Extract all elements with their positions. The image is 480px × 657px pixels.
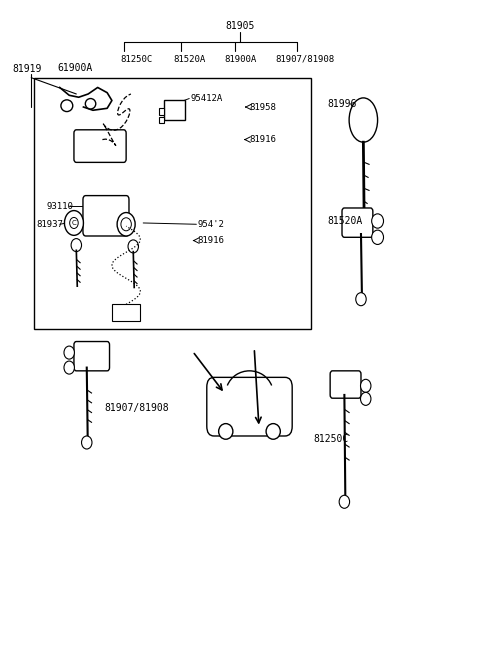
Text: 81900A: 81900A (225, 55, 257, 64)
Text: 81520A: 81520A (328, 216, 363, 226)
Text: 81919: 81919 (12, 64, 42, 74)
Text: 95412A: 95412A (190, 94, 222, 103)
FancyBboxPatch shape (330, 371, 361, 398)
Text: C: C (72, 220, 76, 226)
Ellipse shape (360, 379, 371, 392)
Text: 81958: 81958 (250, 102, 276, 112)
Bar (159, 108, 164, 115)
Ellipse shape (121, 217, 132, 231)
Ellipse shape (266, 424, 280, 440)
Text: 81916: 81916 (250, 135, 276, 144)
FancyBboxPatch shape (342, 208, 373, 237)
Bar (112, 304, 140, 321)
Bar (159, 117, 164, 124)
Ellipse shape (70, 217, 78, 229)
FancyBboxPatch shape (83, 196, 129, 236)
Ellipse shape (128, 240, 138, 253)
Ellipse shape (71, 238, 82, 252)
Text: 81250C: 81250C (313, 434, 349, 444)
Ellipse shape (356, 292, 366, 306)
Text: 954'2: 954'2 (197, 220, 224, 229)
Bar (164, 101, 185, 120)
Ellipse shape (117, 213, 135, 236)
Ellipse shape (360, 392, 371, 405)
Ellipse shape (372, 230, 384, 244)
Ellipse shape (64, 346, 74, 359)
Ellipse shape (64, 361, 74, 374)
Text: 81937: 81937 (36, 220, 63, 229)
Ellipse shape (219, 424, 233, 440)
Bar (34, 78, 311, 328)
Text: 93110: 93110 (47, 202, 74, 210)
Ellipse shape (85, 99, 96, 109)
Ellipse shape (82, 436, 92, 449)
Text: 61900A: 61900A (57, 63, 93, 73)
Text: 81996: 81996 (328, 99, 357, 109)
Text: 81907/81908: 81907/81908 (276, 55, 335, 64)
Ellipse shape (339, 495, 349, 509)
Ellipse shape (372, 214, 384, 228)
Text: 81250C: 81250C (120, 55, 153, 64)
Ellipse shape (61, 100, 73, 112)
Text: 81520A: 81520A (174, 55, 206, 64)
Text: 81905: 81905 (225, 20, 255, 31)
FancyBboxPatch shape (74, 342, 109, 371)
FancyBboxPatch shape (74, 130, 126, 162)
Ellipse shape (64, 211, 84, 235)
Ellipse shape (349, 98, 378, 142)
Text: 81916: 81916 (197, 236, 224, 245)
Text: 81907/81908: 81907/81908 (105, 403, 169, 413)
FancyBboxPatch shape (207, 377, 292, 436)
